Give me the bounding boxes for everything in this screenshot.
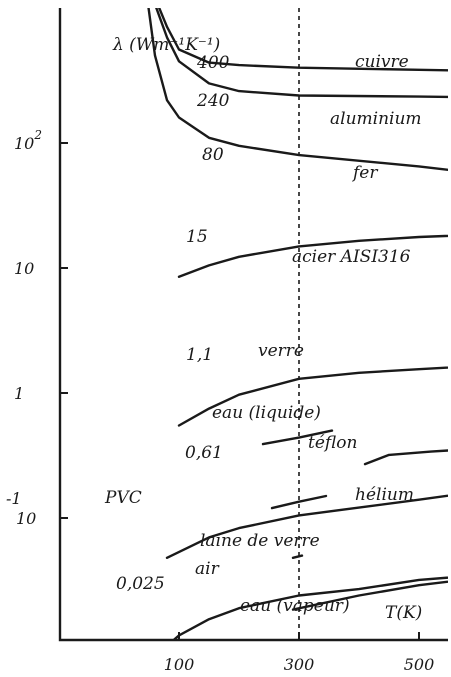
- label-aluminium: aluminium: [330, 109, 422, 129]
- value-label-acier-aisi316: 15: [186, 227, 208, 247]
- curve-labels: cuivre 400 aluminium 240 fer 80 acier AISI316 1…: [104, 52, 422, 616]
- value-label-air: 0,025: [116, 574, 165, 594]
- x-tick-label: 500: [404, 655, 435, 674]
- y-tick-exponent: -1: [6, 489, 22, 508]
- label-verre: verre: [258, 341, 304, 361]
- x-tick-label: 300: [284, 655, 315, 674]
- y-tick-label: 10: [14, 259, 34, 278]
- series-line-eau-liquide: [261, 429, 334, 446]
- x-tick-label: 100: [164, 655, 195, 674]
- y-tick-label: 1: [14, 384, 24, 403]
- value-label-fer: 80: [202, 145, 224, 165]
- value-label-verre: 1,1: [186, 345, 213, 365]
- label-acier-aisi316: acier AISI316: [292, 247, 411, 267]
- value-label-aluminium: 240: [196, 91, 230, 111]
- series-line-eau-vapeur: [291, 580, 448, 611]
- series-line-pvc: [270, 494, 328, 510]
- label-eau-vapeur: eau (vapeur): [240, 596, 350, 616]
- value-label-cuivre: 400: [196, 53, 230, 73]
- label-fer: fer: [351, 163, 378, 183]
- series-line-fer: [147, 8, 448, 172]
- label-air: air: [195, 559, 220, 579]
- series-line-aluminium: [155, 8, 448, 99]
- axes: -110110102100300500700λ (Wm⁻¹K⁻¹)T(K): [6, 8, 448, 674]
- label-helium: hélium: [355, 485, 414, 505]
- label-laine-de-verre: laine de verre: [200, 531, 320, 551]
- y-tick-base: 10: [16, 509, 36, 528]
- series-line-cuivre: [157, 8, 448, 72]
- axis-lines: [58, 8, 448, 642]
- value-label-eau-liquide: 0,61: [185, 443, 223, 463]
- label-eau-liquide: eau (liquide): [212, 403, 321, 423]
- y-tick-label: 102: [14, 128, 42, 153]
- series-line-teflon: [363, 449, 448, 466]
- x-axis-title: T(K): [385, 603, 422, 623]
- y-axis-title: λ (Wm⁻¹K⁻¹): [112, 35, 220, 55]
- series-line-laine-de-verre: [291, 554, 304, 559]
- label-cuivre: cuivre: [355, 52, 409, 72]
- label-pvc: PVC: [104, 488, 142, 508]
- series-line-verre: [177, 366, 448, 427]
- label-teflon: téflon: [308, 433, 357, 453]
- series-line-acier-aisi316: [177, 234, 448, 278]
